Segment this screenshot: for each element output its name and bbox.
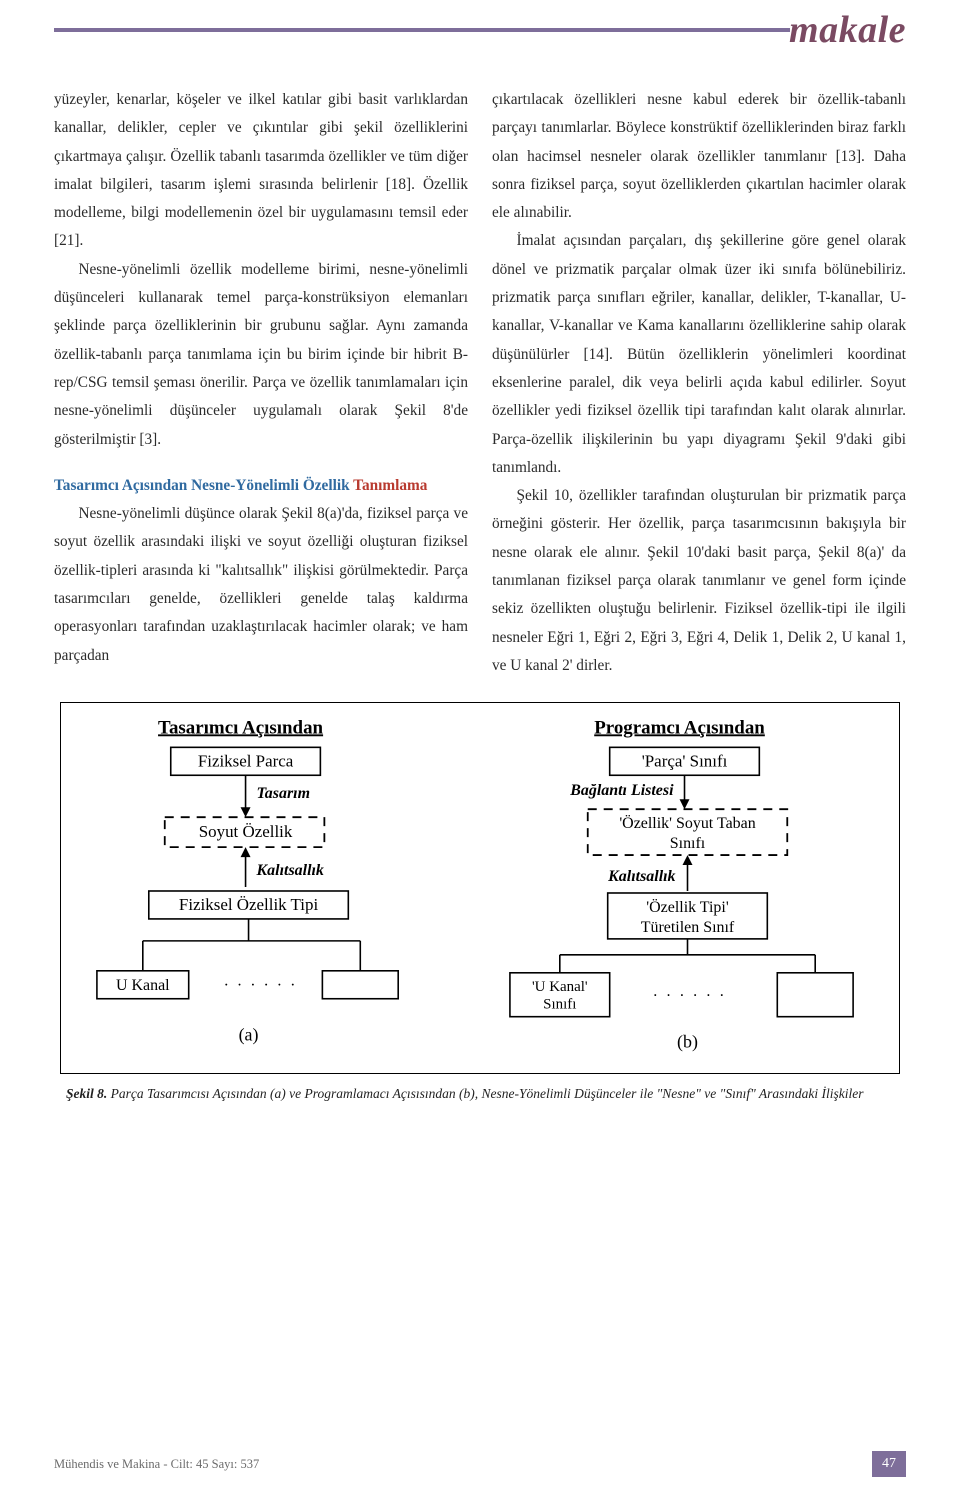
arrowhead-icon xyxy=(241,807,251,817)
subtitle-line-2: Tanımlama xyxy=(353,477,427,494)
paragraph: İmalat açısından parçaları, dış şekiller… xyxy=(492,227,906,482)
fig-node xyxy=(322,971,398,999)
header-rule xyxy=(54,28,790,32)
fig-node-label: 'Özellik' Soyut Taban xyxy=(619,814,755,832)
fig-node-label: Sınıfı xyxy=(670,835,706,852)
paragraph: çıkartılacak özellikleri nesne kabul ede… xyxy=(492,86,906,227)
page: makale yüzeyler, kenarlar, köşeler ve il… xyxy=(0,0,960,1511)
footer-text: Mühendis ve Makina - Cilt: 45 Sayı: 537 xyxy=(54,1457,259,1472)
body-columns: yüzeyler, kenarlar, köşeler ve ilkel kat… xyxy=(54,86,906,680)
paragraph: Nesne-yönelimli düşünce olarak Şekil 8(a… xyxy=(54,500,468,670)
fig-node-label: Türetilen Sınıf xyxy=(641,919,735,936)
column-left: yüzeyler, kenarlar, köşeler ve ilkel kat… xyxy=(54,86,468,680)
fig-sublabel-a: (a) xyxy=(239,1025,259,1046)
fig-right-heading: Programcı Açısından xyxy=(594,718,765,739)
page-footer: Mühendis ve Makina - Cilt: 45 Sayı: 537 … xyxy=(54,1451,906,1477)
paragraph: Şekil 10, özellikler tarafından oluşturu… xyxy=(492,482,906,680)
fig-node-label: Fiziksel Özellik Tipi xyxy=(179,895,319,914)
column-right: çıkartılacak özellikleri nesne kabul ede… xyxy=(492,86,906,680)
fig-node-label: 'U Kanal' xyxy=(532,979,588,995)
fig-node-label: 'Parça' Sınıfı xyxy=(642,752,728,771)
fig-left-heading: Tasarımcı Açısından xyxy=(158,718,324,739)
paragraph: Nesne-yönelimli özellik modelleme birimi… xyxy=(54,256,468,454)
fig-sublabel-b: (b) xyxy=(677,1032,698,1053)
fig-node-label: Soyut Özellik xyxy=(199,822,293,841)
figure-svg: Tasarımcı Açısından Fiziksel Parca Tasar… xyxy=(61,703,899,1073)
fig-edge-label: Bağlantı Listesi xyxy=(569,782,674,799)
header-title: makale xyxy=(789,8,906,52)
page-number-badge: 47 xyxy=(872,1451,906,1477)
arrowhead-icon xyxy=(241,847,251,857)
figure-8: Tasarımcı Açısından Fiziksel Parca Tasar… xyxy=(60,702,900,1104)
fig-node xyxy=(777,973,853,1017)
fig-edge-label: Kalıtsallık xyxy=(607,868,675,885)
arrowhead-icon xyxy=(683,855,693,865)
subtitle-line-1: Tasarımcı Açısından Nesne-Yönelimli Özel… xyxy=(54,477,353,494)
fig-node-label: U Kanal xyxy=(116,977,170,994)
figure-caption: Şekil 8. Parça Tasarımcısı Açısından (a)… xyxy=(66,1084,894,1104)
fig-node-label: Sınıfı xyxy=(543,997,576,1013)
fig-dots: · · · · · · xyxy=(653,988,727,1005)
fig-node-label: Fiziksel Parca xyxy=(198,752,294,771)
fig-edge-label: Tasarım xyxy=(257,785,311,802)
arrowhead-icon xyxy=(680,799,690,809)
paragraph: yüzeyler, kenarlar, köşeler ve ilkel kat… xyxy=(54,86,468,256)
caption-text: Parça Tasarımcısı Açısından (a) ve Progr… xyxy=(107,1086,863,1101)
figure-frame: Tasarımcı Açısından Fiziksel Parca Tasar… xyxy=(60,702,900,1074)
fig-node-label: 'Özellik Tipi' xyxy=(646,898,729,916)
section-subtitle: Tasarımcı Açısından Nesne-Yönelimli Özel… xyxy=(54,472,468,500)
fig-dots: · · · · · · xyxy=(224,977,298,994)
fig-edge-label: Kalıtsallık xyxy=(256,862,324,879)
caption-lead: Şekil 8. xyxy=(66,1086,107,1101)
